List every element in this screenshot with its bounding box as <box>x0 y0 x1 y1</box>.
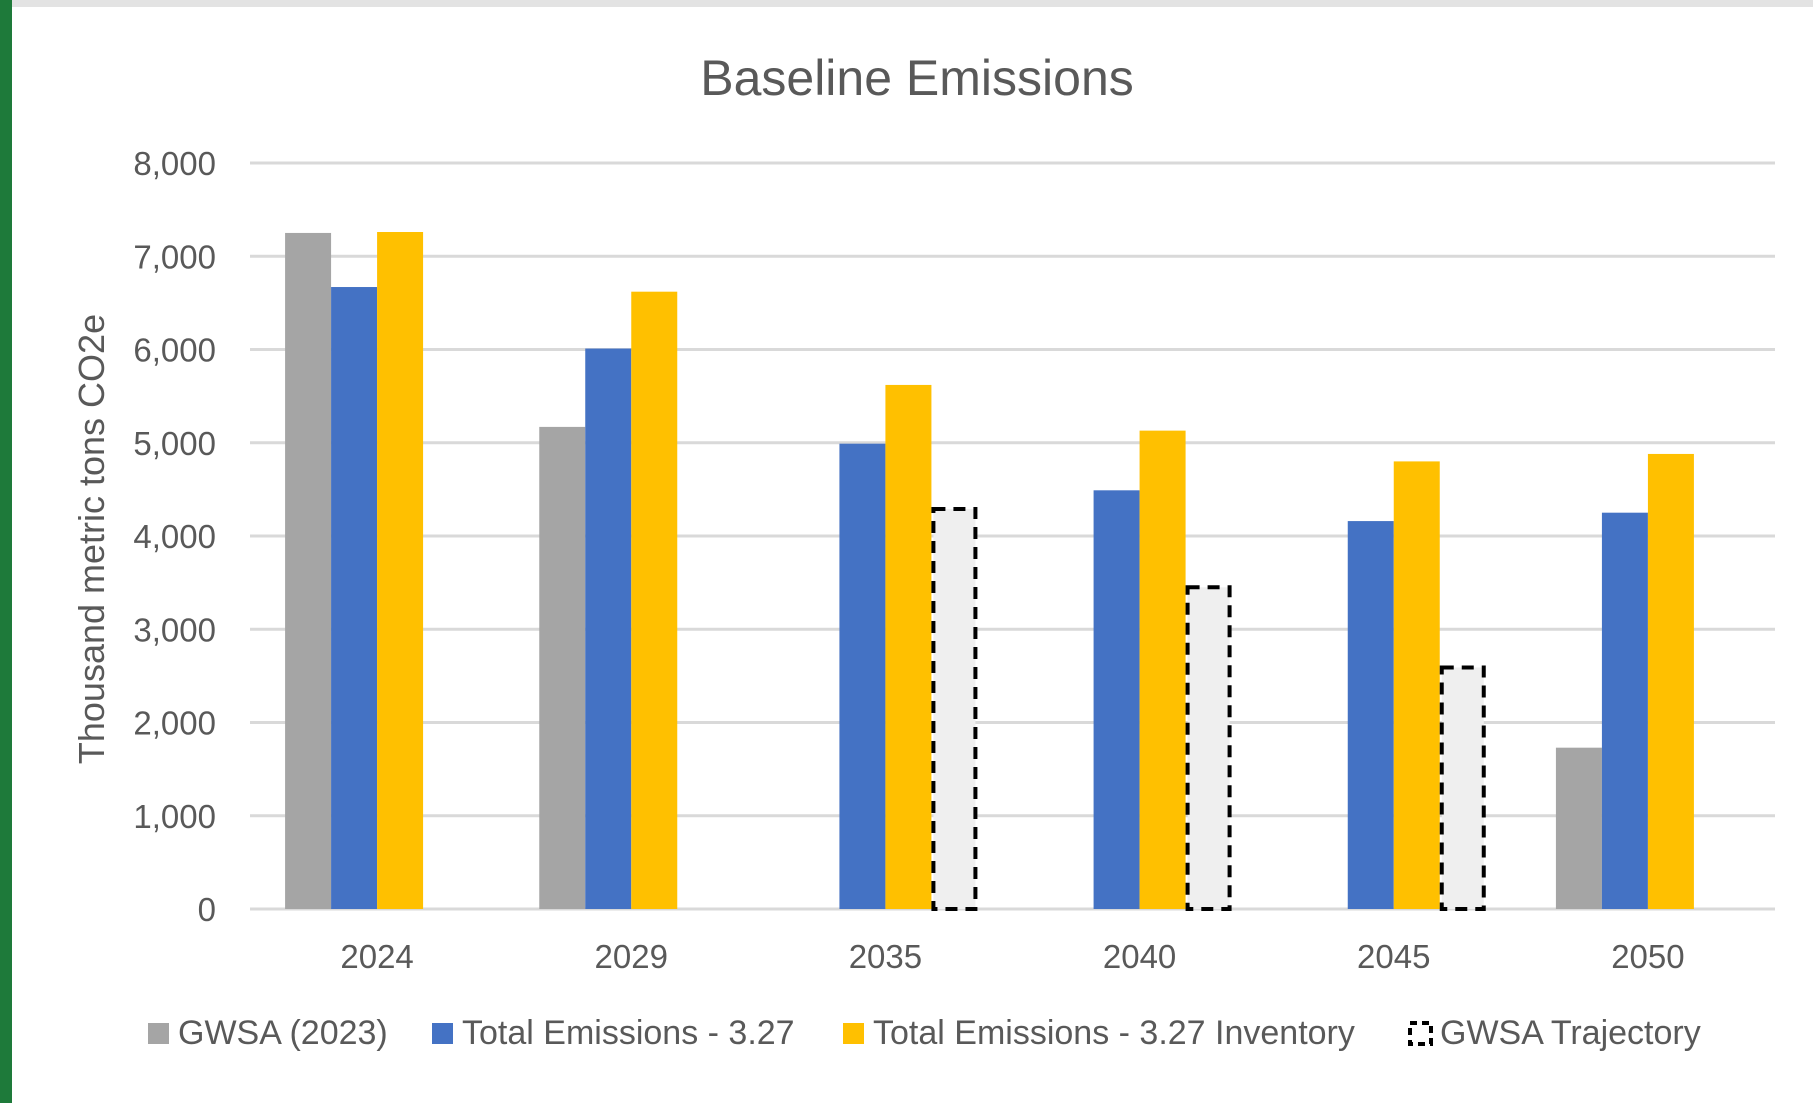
y-tick-label: 1,000 <box>133 798 216 835</box>
legend-swatch <box>148 1023 169 1044</box>
bar <box>539 426 586 909</box>
legend-swatch <box>1408 1021 1433 1046</box>
bar <box>631 291 678 909</box>
y-tick-label: 6,000 <box>133 332 216 369</box>
x-tick-label: 2045 <box>1357 938 1430 975</box>
y-tick-label: 3,000 <box>133 611 216 648</box>
legend-label: GWSA Trajectory <box>1440 1014 1701 1052</box>
x-tick-label: 2040 <box>1103 938 1176 975</box>
legend-label: Total Emissions - 3.27 Inventory <box>873 1014 1355 1052</box>
bar <box>1555 747 1602 909</box>
y-tick-label: 2,000 <box>133 705 216 742</box>
x-tick-label: 2035 <box>849 938 922 975</box>
legend: GWSA (2023) Total Emissions - 3.27 Total E… <box>148 1014 1701 1052</box>
window-top-border <box>12 0 1813 7</box>
legend-swatch <box>432 1023 453 1044</box>
bar <box>931 506 978 911</box>
bar <box>1647 453 1694 909</box>
bar <box>1093 490 1140 909</box>
x-tick-label: 2029 <box>595 938 668 975</box>
legend-label: GWSA (2023) <box>178 1014 388 1052</box>
legend-swatch <box>843 1023 864 1044</box>
chart-title: Baseline Emissions <box>700 50 1134 106</box>
bar <box>285 232 332 909</box>
bar <box>1185 585 1232 911</box>
bar <box>1139 430 1186 909</box>
bar <box>1439 665 1486 911</box>
bars <box>285 232 1694 911</box>
bar <box>377 232 424 909</box>
y-tick-label: 8,000 <box>133 145 216 182</box>
y-tick-label: 0 <box>198 891 216 928</box>
bar <box>585 348 632 909</box>
bar <box>331 287 378 910</box>
bar <box>1601 512 1648 909</box>
bar <box>1347 521 1394 909</box>
y-tick-label: 7,000 <box>133 238 216 275</box>
x-tick-label: 2050 <box>1611 938 1684 975</box>
y-tick-label: 5,000 <box>133 425 216 462</box>
y-axis-title: Thousand metric tons CO2e <box>71 314 112 764</box>
bar <box>885 384 932 909</box>
y-tick-label: 4,000 <box>133 518 216 555</box>
x-tick-label: 2024 <box>340 938 413 975</box>
x-tick-labels: 2024 2029 2035 2040 2045 2050 <box>340 938 1684 975</box>
gridlines <box>250 161 1775 911</box>
window-left-border <box>0 0 12 1103</box>
bar <box>839 443 886 909</box>
legend-label: Total Emissions - 3.27 <box>462 1014 795 1052</box>
y-tick-labels: 0 1,000 2,000 3,000 4,000 5,000 6,000 7,000 8,00… <box>133 145 216 928</box>
bar <box>1393 461 1440 909</box>
